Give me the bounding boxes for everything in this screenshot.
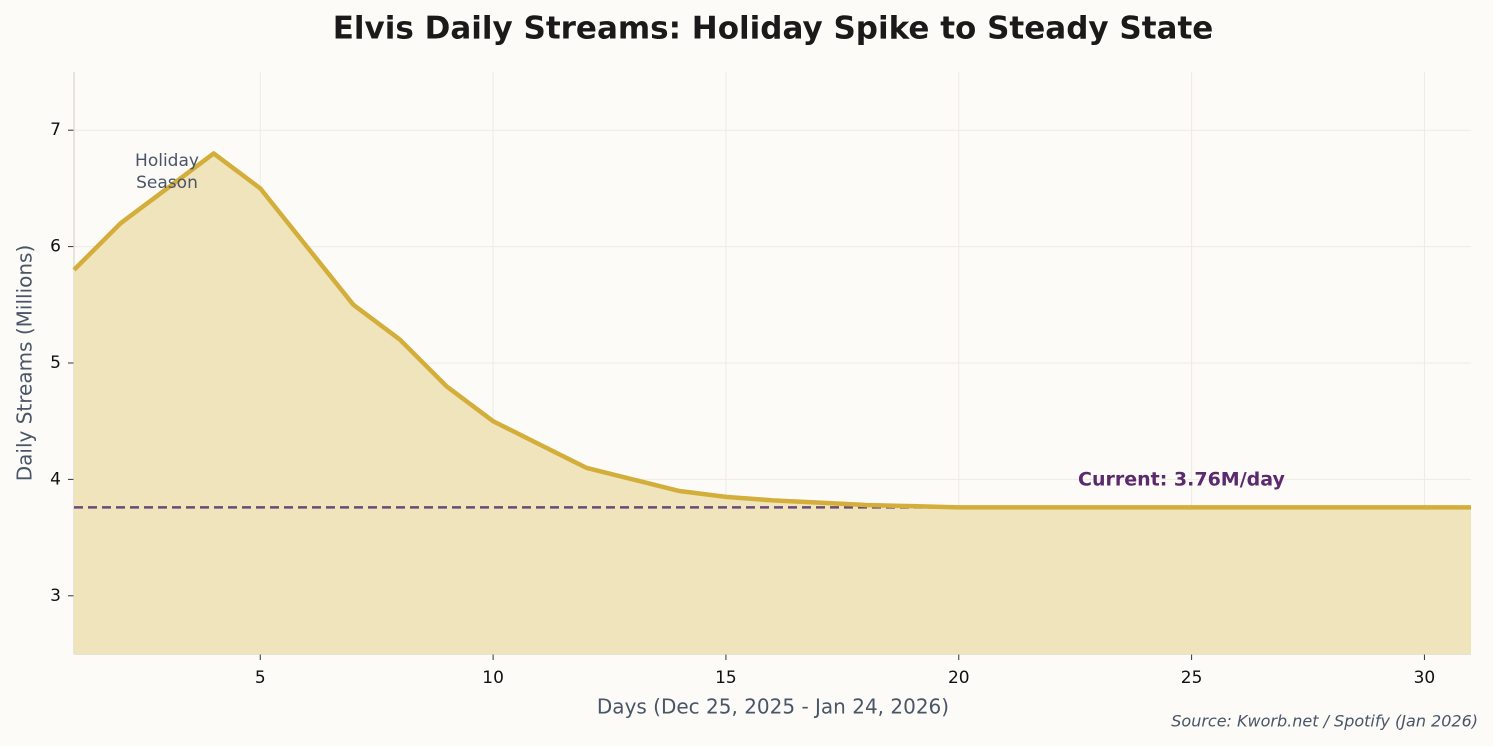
y-tick-label: 5 bbox=[50, 353, 61, 373]
x-tick-label: 15 bbox=[715, 668, 737, 688]
y-axis-label: Daily Streams (Millions) bbox=[13, 245, 37, 482]
y-tick-label: 4 bbox=[50, 469, 61, 489]
source-note: Source: Kworb.net / Spotify (Jan 2026) bbox=[1171, 712, 1478, 731]
annotation: Current: 3.76M/day bbox=[1078, 469, 1285, 491]
y-tick-label: 6 bbox=[50, 237, 61, 257]
annotation-line: Season bbox=[136, 173, 198, 193]
y-tick-label: 7 bbox=[50, 120, 61, 140]
chart-title: Elvis Daily Streams: Holiday Spike to St… bbox=[333, 11, 1214, 47]
annotation-line: Holiday bbox=[135, 151, 199, 171]
x-tick-label: 30 bbox=[1414, 668, 1436, 688]
x-tick-label: 25 bbox=[1181, 668, 1203, 688]
x-tick-label: 10 bbox=[482, 668, 504, 688]
x-tick-label: 20 bbox=[948, 668, 970, 688]
area bbox=[74, 153, 1471, 655]
annotation: Holiday Season bbox=[135, 151, 199, 193]
y-tick-label: 3 bbox=[50, 586, 61, 606]
x-axis-label: Days (Dec 25, 2025 - Jan 24, 2026) bbox=[597, 695, 949, 719]
line bbox=[72, 151, 1471, 510]
x-tick-label: 5 bbox=[255, 668, 266, 688]
